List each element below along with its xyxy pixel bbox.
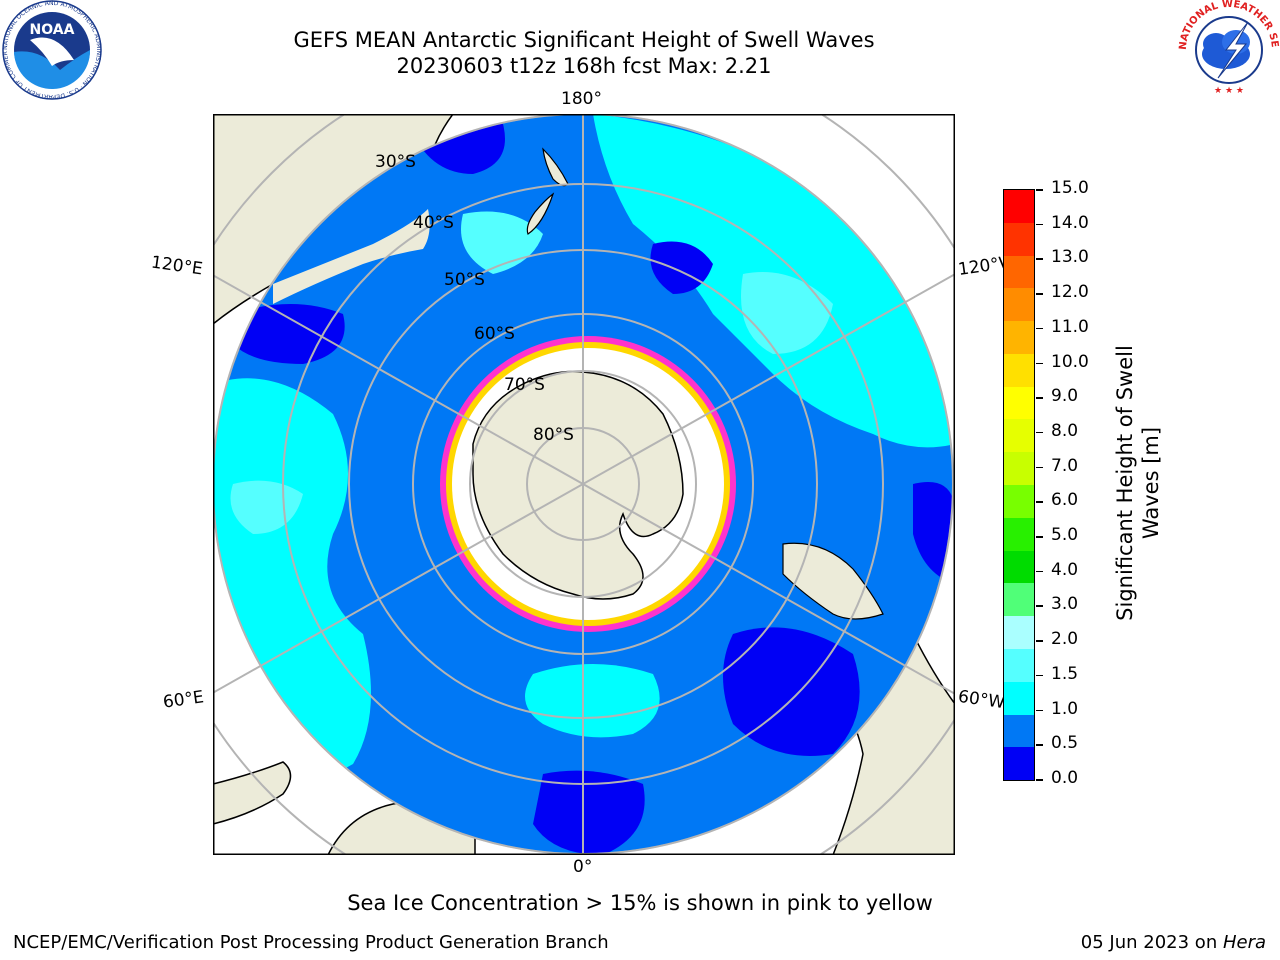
lat-label-60s: 60°S: [474, 324, 515, 344]
title-line-2: 20230603 t12z 168h fcst Max: 2.21: [396, 54, 772, 78]
title-line-1: GEFS MEAN Antarctic Significant Height o…: [293, 28, 875, 52]
colorbar-tick-mark: [1036, 223, 1043, 226]
colorbar-tick-label: 14.0: [1051, 212, 1089, 233]
colorbar-tick-mark: [1036, 327, 1043, 330]
colorbar-tick-label: 3.0: [1051, 594, 1079, 615]
colorbar-band: [1004, 517, 1034, 551]
colorbar-tick-mark: [1036, 189, 1043, 191]
colorbar-tick-mark: [1036, 431, 1043, 434]
colorbar-tick-mark: [1036, 362, 1043, 365]
colorbar-tick-mark: [1036, 397, 1043, 399]
colorbar-band: [1004, 485, 1034, 518]
chart-title: GEFS MEAN Antarctic Significant Height o…: [0, 27, 1168, 79]
footer-host: Hera: [1222, 932, 1266, 953]
colorbar: [1003, 189, 1035, 781]
nws-logo: NATIONAL WEATHER SERVICE ★ ★ ★: [1174, 0, 1280, 100]
colorbar-tick-label: 0.5: [1051, 733, 1079, 754]
colorbar-band: [1004, 353, 1034, 387]
noaa-logo: NATIONAL OCEANIC AND ATMOSPHERIC ADMINIS…: [0, 0, 104, 100]
colorbar-ticks: 15.0 14.0 13.0 12.0 11.0 10.0 9.0 8.0 7.0 6.0 5.0 4…: [1036, 180, 1106, 790]
lat-label-70s: 70°S: [504, 375, 545, 395]
colorbar-band: [1004, 583, 1034, 617]
colorbar-band: [1004, 190, 1034, 223]
footer-date-text: 05 Jun 2023 on: [1080, 932, 1223, 953]
colorbar-band: [1004, 288, 1034, 322]
colorbar-tick-label: 5.0: [1051, 525, 1079, 546]
lat-label-80s: 80°S: [533, 425, 574, 445]
colorbar-band: [1004, 714, 1034, 748]
colorbar-tick-label: 6.0: [1051, 490, 1079, 511]
colorbar-tick-mark: [1036, 640, 1043, 642]
colorbar-tick-mark: [1036, 605, 1043, 607]
colorbar-band: [1004, 386, 1034, 420]
colorbar-band: [1004, 550, 1034, 584]
colorbar-tick-mark: [1036, 293, 1043, 295]
colorbar-tick-label: 9.0: [1051, 386, 1079, 407]
lon-label-0: 0°: [573, 857, 593, 877]
colorbar-tick-label: 7.0: [1051, 455, 1079, 476]
svg-text:★ ★ ★: ★ ★ ★: [1214, 86, 1244, 96]
colorbar-band: [1004, 321, 1034, 354]
colorbar-tick-label: 10.0: [1051, 351, 1089, 372]
colorbar-tick-label: 8.0: [1051, 420, 1079, 441]
colorbar-tick-label: 11.0: [1051, 316, 1089, 337]
colorbar-tick-label: 1.0: [1051, 698, 1079, 719]
colorbar-label-line-2: Waves [m]: [1139, 426, 1163, 540]
colorbar-tick-label: 1.5: [1051, 663, 1079, 684]
lat-label-30s: 30°S: [375, 152, 416, 172]
noaa-logo-text: NOAA: [30, 22, 75, 38]
lon-label-60e: 60°E: [161, 687, 206, 713]
colorbar-tick-mark: [1036, 779, 1043, 781]
colorbar-band: [1004, 222, 1034, 256]
colorbar-tick-label: 13.0: [1051, 247, 1089, 268]
lat-label-50s: 50°S: [444, 270, 485, 290]
lon-label-180: 180°: [561, 89, 602, 109]
colorbar-band: [1004, 648, 1034, 682]
colorbar-tick-mark: [1036, 674, 1043, 677]
colorbar-band: [1004, 255, 1034, 289]
colorbar-band: [1004, 419, 1034, 453]
colorbar-tick-label: 4.0: [1051, 559, 1079, 580]
sea-ice-caption: Sea Ice Concentration > 15% is shown in …: [347, 891, 933, 915]
footer-credit: NCEP/EMC/Verification Post Processing Pr…: [13, 932, 609, 953]
colorbar-tick-mark: [1036, 258, 1043, 260]
colorbar-tick-mark: [1036, 536, 1043, 538]
colorbar-band: [1004, 681, 1034, 715]
lon-label-120e: 120°E: [149, 252, 204, 280]
colorbar-tick-label: 12.0: [1051, 282, 1089, 303]
colorbar-tick-mark: [1036, 709, 1043, 712]
colorbar-tick-mark: [1036, 501, 1043, 503]
lon-label-60w: 60°W: [956, 686, 1007, 714]
map-panel: [213, 114, 955, 855]
colorbar-label: Significant Height of Swell Waves [m]: [1112, 283, 1164, 683]
polar-map: [213, 114, 955, 855]
colorbar-band: [1004, 747, 1034, 781]
lat-label-40s: 40°S: [413, 213, 454, 233]
colorbar-tick-mark: [1036, 744, 1043, 746]
colorbar-tick-mark: [1036, 466, 1043, 469]
colorbar-tick-label: 0.0: [1051, 768, 1079, 788]
colorbar-tick-label: 15.0: [1051, 178, 1089, 198]
footer-date: 05 Jun 2023 on Hera: [1081, 932, 1266, 953]
colorbar-tick-mark: [1036, 570, 1043, 573]
colorbar-band: [1004, 616, 1034, 649]
colorbar-band: [1004, 452, 1034, 486]
colorbar-tick-label: 2.0: [1051, 629, 1079, 650]
colorbar-label-line-1: Significant Height of Swell: [1113, 345, 1137, 621]
